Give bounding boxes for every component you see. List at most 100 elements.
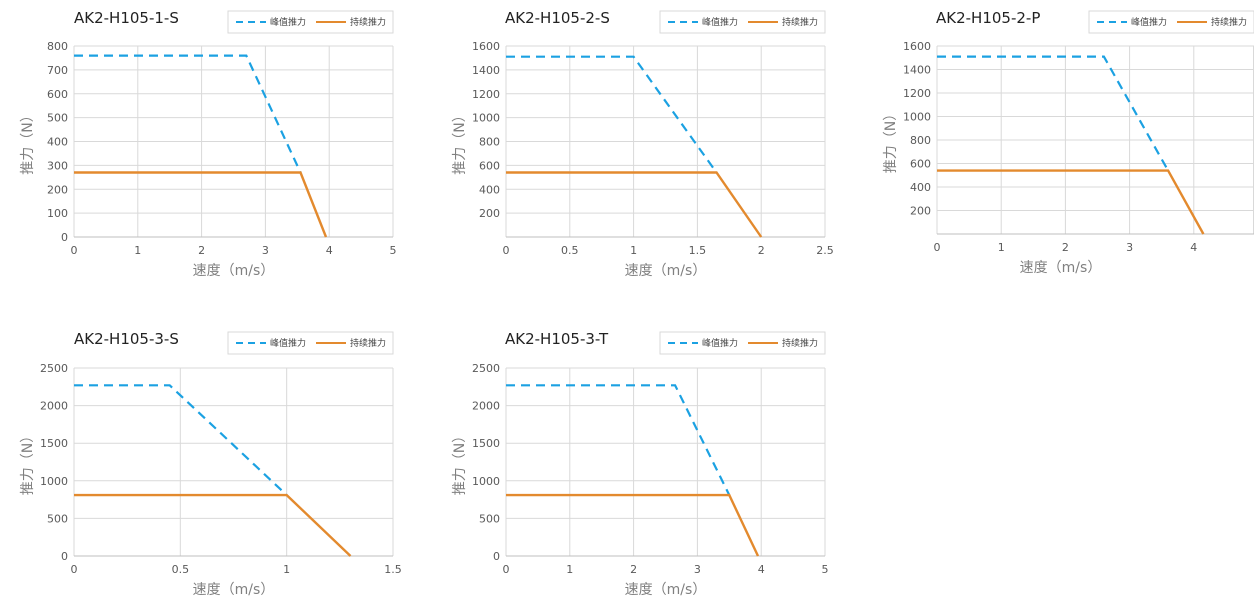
chart-ak2-h105-2-s: AK2-H105-2-S 峰值推力 持续推力 0 0.5 1 1.5 2 2.5 200 400 60… xyxy=(452,9,834,279)
y-tick-label: 800 xyxy=(47,40,68,53)
series-continuous-line xyxy=(506,493,760,557)
y-tick-label: 1600 xyxy=(903,40,931,53)
y-tick-label: 1500 xyxy=(40,437,68,450)
y-tick-label: 1400 xyxy=(903,64,931,77)
series-continuous-line xyxy=(74,171,328,238)
x-tick-label: 4 xyxy=(326,244,333,257)
series-continuous-line xyxy=(74,493,352,557)
legend-continuous-label: 持续推力 xyxy=(782,16,818,28)
y-tick-label: 2000 xyxy=(40,400,68,413)
x-tick-label: 3 xyxy=(262,244,269,257)
legend-continuous-label: 持续推力 xyxy=(350,16,386,28)
y-tick-label: 200 xyxy=(910,205,931,218)
y-tick-label: 0 xyxy=(61,231,68,244)
legend-peak-label: 峰值推力 xyxy=(270,16,306,28)
x-tick-label: 0 xyxy=(503,563,510,576)
y-axis-label: 推力（N） xyxy=(20,108,36,174)
x-axis-label: 速度（m/s） xyxy=(625,263,707,279)
legend-continuous-label: 持续推力 xyxy=(1211,16,1247,28)
x-tick-label: 2.5 xyxy=(816,244,834,257)
x-tick-label: 2 xyxy=(198,244,205,257)
series-continuous-line xyxy=(937,169,1205,235)
x-tick-label: 4 xyxy=(1190,241,1197,254)
y-tick-label: 800 xyxy=(479,136,500,149)
y-tick-label: 500 xyxy=(47,512,68,525)
legend-continuous-label: 持续推力 xyxy=(350,337,386,349)
legend-box xyxy=(227,331,394,355)
y-tick-label: 1000 xyxy=(40,475,68,488)
series-peak-line xyxy=(74,54,302,173)
y-tick-label: 800 xyxy=(910,134,931,147)
y-tick-label: 500 xyxy=(47,112,68,125)
y-tick-label: 1400 xyxy=(472,64,500,77)
y-tick-label: 500 xyxy=(479,512,500,525)
legend-peak-label: 峰值推力 xyxy=(270,337,306,349)
legend-box xyxy=(659,10,826,34)
chart-ak2-h105-1-s: AK2-H105-1-S 峰值推力 持续推力 0 1 2 3 4 5 0 100 200 300 400 5… xyxy=(20,9,397,279)
y-tick-label: 0 xyxy=(61,550,68,563)
x-tick-label: 3 xyxy=(1126,241,1133,254)
x-tick-label: 0 xyxy=(71,244,78,257)
y-axis-label: 推力（N） xyxy=(452,108,468,174)
y-tick-label: 400 xyxy=(47,136,68,149)
chart-ak2-h105-2-p: AK2-H105-2-P 峰值推力 持续推力 0 1 2 3 4 200 400 600 800 100… xyxy=(883,9,1254,276)
y-axis-label: 推力（N） xyxy=(452,429,468,495)
chart-ak2-h105-3-s: AK2-H105-3-S 峰值推力 持续推力 0 0.5 1 1.5 0 500 1000 1500… xyxy=(20,330,402,598)
x-tick-label: 0 xyxy=(71,563,78,576)
legend-box xyxy=(1088,10,1254,34)
y-axis-label: 推力（N） xyxy=(883,107,899,173)
x-tick-label: 1 xyxy=(630,244,637,257)
y-tick-label: 1000 xyxy=(472,475,500,488)
legend-peak-label: 峰值推力 xyxy=(1131,16,1167,28)
chart-title: AK2-H105-1-S xyxy=(74,9,179,27)
y-tick-label: 1200 xyxy=(472,88,500,101)
y-tick-label: 300 xyxy=(47,159,68,172)
x-axis-label: 速度（m/s） xyxy=(193,582,275,598)
x-tick-label: 0.5 xyxy=(561,244,579,257)
chart-title: AK2-H105-2-S xyxy=(505,9,610,27)
legend-peak-label: 峰值推力 xyxy=(702,16,738,28)
y-tick-label: 400 xyxy=(910,181,931,194)
x-tick-label: 1 xyxy=(998,241,1005,254)
x-tick-label: 2 xyxy=(630,563,637,576)
legend-box xyxy=(659,331,826,355)
y-tick-label: 1500 xyxy=(472,437,500,450)
y-tick-label: 200 xyxy=(479,207,500,220)
y-tick-label: 2500 xyxy=(40,362,68,375)
x-tick-label: 1 xyxy=(134,244,141,257)
y-tick-label: 2500 xyxy=(472,362,500,375)
x-tick-label: 3 xyxy=(694,563,701,576)
y-tick-label: 200 xyxy=(47,183,68,196)
y-tick-label: 1000 xyxy=(903,111,931,124)
chart-title: AK2-H105-3-T xyxy=(505,330,609,348)
y-tick-label: 0 xyxy=(493,550,500,563)
x-axis-label: 速度（m/s） xyxy=(1020,260,1102,276)
y-axis-label: 推力（N） xyxy=(20,429,36,495)
series-peak-line xyxy=(506,384,731,496)
y-tick-label: 1200 xyxy=(903,87,931,100)
series-peak-line xyxy=(74,384,288,496)
x-axis-label: 速度（m/s） xyxy=(193,263,275,279)
series-continuous-line xyxy=(506,171,763,238)
y-tick-label: 700 xyxy=(47,64,68,77)
x-tick-label: 2 xyxy=(758,244,765,257)
x-tick-label: 0 xyxy=(503,244,510,257)
y-tick-label: 2000 xyxy=(472,400,500,413)
x-tick-label: 0 xyxy=(934,241,941,254)
x-tick-label: 2 xyxy=(1062,241,1069,254)
chart-title: AK2-H105-2-P xyxy=(936,9,1040,27)
x-tick-label: 1.5 xyxy=(689,244,707,257)
y-tick-label: 600 xyxy=(47,88,68,101)
chart-ak2-h105-3-t: AK2-H105-3-T 峰值推力 持续推力 0 1 2 3 4 5 0 500 1000 1500 20… xyxy=(452,330,829,598)
x-tick-label: 5 xyxy=(822,563,829,576)
y-tick-label: 400 xyxy=(479,183,500,196)
x-tick-label: 1 xyxy=(566,563,573,576)
x-tick-label: 1.5 xyxy=(384,563,402,576)
legend-peak-label: 峰值推力 xyxy=(702,337,738,349)
series-peak-line xyxy=(506,55,718,174)
y-tick-label: 600 xyxy=(479,159,500,172)
legend-box xyxy=(227,10,394,34)
y-tick-label: 1000 xyxy=(472,112,500,125)
y-tick-label: 1600 xyxy=(472,40,500,53)
